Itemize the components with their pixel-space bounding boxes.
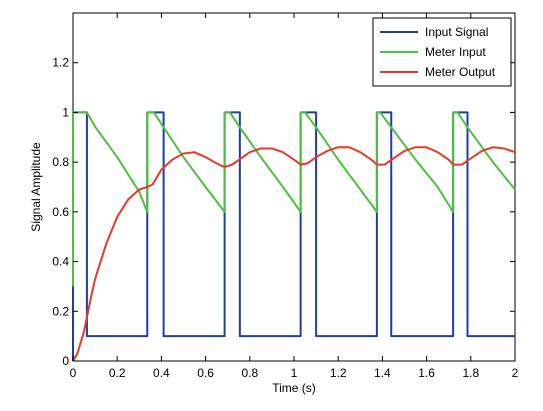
x-tick-label: 1.6 bbox=[418, 366, 435, 380]
x-tick-label: 0.8 bbox=[241, 366, 258, 380]
series-input-signal bbox=[72, 111, 515, 361]
x-tick-label: 1.2 bbox=[330, 366, 347, 380]
x-tick-label: 2 bbox=[512, 366, 519, 380]
x-tick-label: 0.4 bbox=[153, 366, 170, 380]
x-tick-label: 0 bbox=[70, 366, 77, 380]
x-axis-title: Time (s) bbox=[272, 381, 316, 395]
y-axis-title: Signal Amplitude bbox=[29, 142, 43, 232]
x-tick-label: 1.4 bbox=[374, 366, 391, 380]
x-tick-label: 0.2 bbox=[109, 366, 126, 380]
x-tick-label: 1.8 bbox=[462, 366, 479, 380]
legend-label-meter-output: Meter Output bbox=[425, 65, 496, 79]
y-tick-label: 1.2 bbox=[52, 56, 69, 70]
y-tick-label: 0 bbox=[62, 354, 69, 368]
y-tick-label: 0.2 bbox=[52, 304, 69, 318]
y-tick-label: 0.8 bbox=[52, 155, 69, 169]
legend-label-input-signal: Input Signal bbox=[425, 25, 488, 39]
y-tick-label: 1 bbox=[62, 105, 69, 119]
legend: Input Signal Meter Input Meter Output bbox=[372, 17, 512, 87]
x-tick-label: 1 bbox=[291, 366, 298, 380]
series-layer bbox=[72, 111, 516, 362]
y-tick-label: 0.4 bbox=[52, 255, 69, 269]
series-meter-output bbox=[72, 146, 516, 362]
series-meter-input bbox=[72, 111, 516, 287]
legend-label-meter-input: Meter Input bbox=[425, 45, 486, 59]
axis-layer: 0 0.2 0.4 0.6 0.8 1 1.2 1.4 1.6 1.8 2 0 0.2 0.4 0.6 0.8… bbox=[52, 13, 519, 380]
y-tick-label: 0.6 bbox=[52, 205, 69, 219]
x-tick-label: 0.6 bbox=[197, 366, 214, 380]
